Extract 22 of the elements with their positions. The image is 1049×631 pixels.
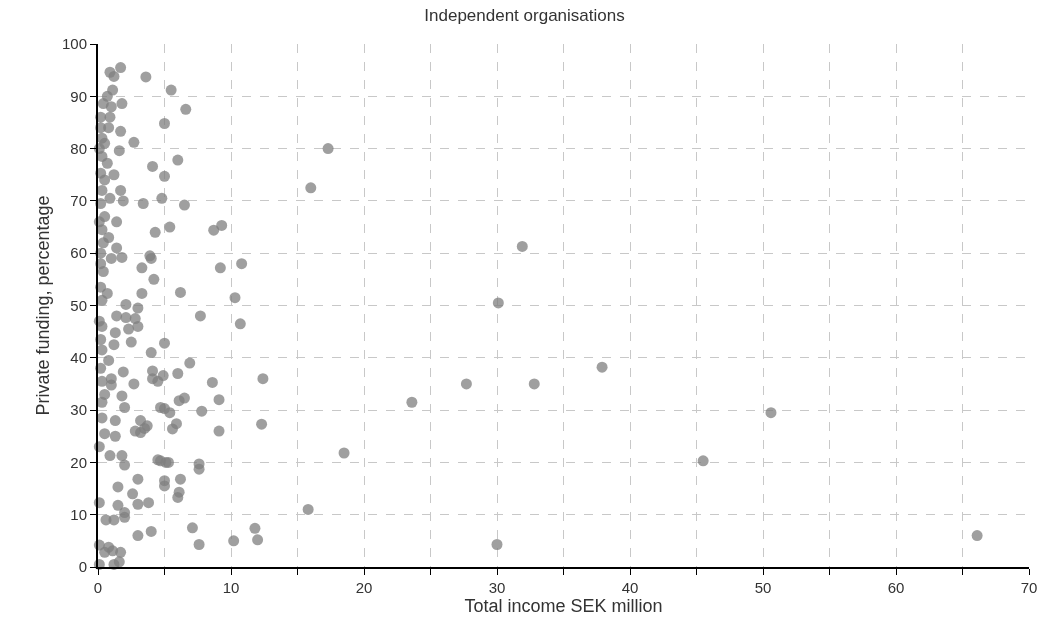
y-tick-label: 70 bbox=[70, 192, 87, 210]
x-axis-title: Total income SEK million bbox=[464, 596, 663, 616]
y-tick-label: 30 bbox=[70, 401, 87, 419]
y-tick-label: 10 bbox=[70, 505, 87, 523]
chart-title: Independent organisations bbox=[424, 6, 625, 26]
y-tick-label: 40 bbox=[70, 349, 87, 367]
x-tick-label: 20 bbox=[355, 579, 373, 596]
x-tick-label: 70 bbox=[1020, 579, 1038, 596]
y-tick-label: 60 bbox=[70, 244, 87, 262]
x-tick-label: 40 bbox=[621, 579, 639, 596]
y-tick-label: 20 bbox=[70, 453, 87, 471]
y-tick-label: 80 bbox=[70, 139, 87, 157]
y-tick-label: 90 bbox=[70, 87, 87, 105]
x-tick-label: 10 bbox=[222, 579, 240, 596]
y-tick-label: 100 bbox=[61, 35, 87, 53]
x-tick-label: 30 bbox=[488, 579, 506, 596]
x-tick-label: 60 bbox=[887, 579, 905, 596]
x-tick-label: 50 bbox=[754, 579, 772, 596]
y-tick-label: 50 bbox=[70, 296, 87, 314]
y-axis-title: Private funding, percentage bbox=[32, 195, 53, 416]
y-tick-label: 0 bbox=[78, 558, 87, 576]
x-tick-label: 0 bbox=[93, 579, 103, 596]
